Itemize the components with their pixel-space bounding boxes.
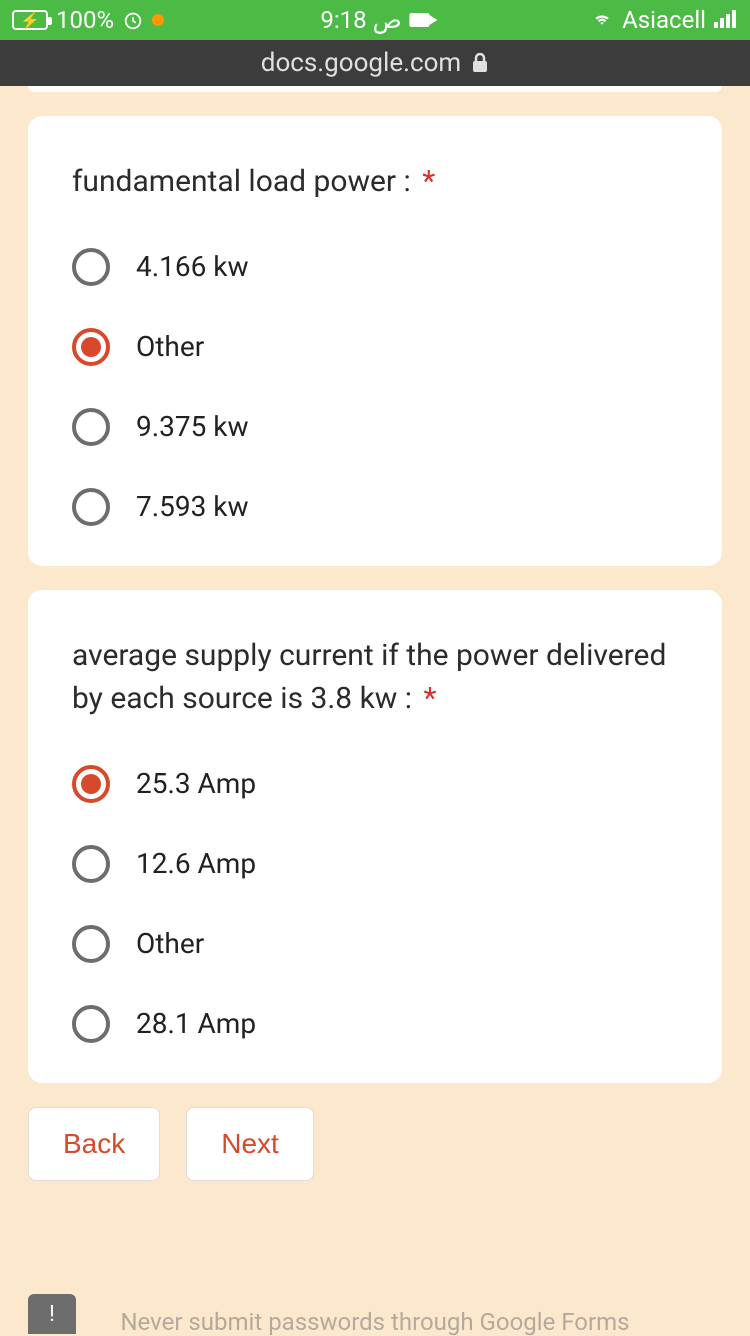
question-card-1: fundamental load power : * 4.166 kw Othe… — [28, 116, 722, 566]
radio-icon — [72, 1005, 110, 1043]
option-label: 12.6 Amp — [136, 847, 256, 880]
form-content: fundamental load power : * 4.166 kw Othe… — [0, 86, 750, 1083]
radio-icon — [72, 248, 110, 286]
option-row[interactable]: 28.1 Amp — [72, 1005, 678, 1043]
battery-percent: 100% — [56, 6, 114, 34]
option-row[interactable]: 4.166 kw — [72, 248, 678, 286]
footer-disclaimer: Never submit passwords through Google Fo… — [0, 1308, 750, 1336]
lock-icon — [471, 53, 489, 73]
radio-icon — [72, 845, 110, 883]
carrier-label: Asiacell — [622, 6, 706, 34]
signal-icon — [714, 6, 738, 34]
question-card-2: average supply current if the power deli… — [28, 590, 722, 1083]
radio-icon — [72, 488, 110, 526]
status-left: ⚡ 100% — [12, 6, 164, 34]
required-asterisk: * — [424, 681, 437, 716]
nav-buttons: Back Next — [0, 1107, 750, 1181]
video-icon — [410, 13, 430, 27]
radio-icon-selected — [72, 328, 110, 366]
question-title: fundamental load power : * — [72, 160, 678, 204]
notification-dot-icon — [152, 14, 164, 26]
option-label: 9.375 kw — [136, 410, 249, 443]
option-label: 4.166 kw — [136, 250, 249, 283]
question-text: fundamental load power : — [72, 164, 411, 199]
option-row[interactable]: Other — [72, 925, 678, 963]
option-row[interactable]: Other — [72, 328, 678, 366]
status-time: 9:18 ص — [320, 6, 401, 34]
prev-card-edge — [28, 86, 722, 92]
wifi-icon — [590, 6, 614, 34]
question-text: average supply current if the power deli… — [72, 638, 666, 717]
option-label: 7.593 kw — [136, 490, 249, 523]
back-button[interactable]: Back — [28, 1107, 160, 1181]
next-button[interactable]: Next — [186, 1107, 314, 1181]
option-row[interactable]: 9.375 kw — [72, 408, 678, 446]
radio-icon — [72, 925, 110, 963]
url-text: docs.google.com — [261, 48, 461, 78]
address-bar[interactable]: docs.google.com — [0, 40, 750, 86]
battery-icon: ⚡ — [12, 10, 48, 30]
status-bar: ⚡ 100% 9:18 ص Asiacell — [0, 0, 750, 40]
option-label: 28.1 Amp — [136, 1007, 256, 1040]
radio-icon — [72, 408, 110, 446]
required-asterisk: * — [422, 164, 435, 199]
option-row[interactable]: 12.6 Amp — [72, 845, 678, 883]
option-label: 25.3 Amp — [136, 767, 256, 800]
question-title: average supply current if the power deli… — [72, 634, 678, 721]
option-row[interactable]: 7.593 kw — [72, 488, 678, 526]
alarm-icon — [122, 9, 144, 31]
radio-icon-selected — [72, 765, 110, 803]
status-center: 9:18 ص — [320, 6, 429, 34]
status-right: Asiacell — [590, 6, 738, 34]
option-label: Other — [136, 927, 204, 960]
option-row[interactable]: 25.3 Amp — [72, 765, 678, 803]
option-label: Other — [136, 330, 204, 363]
